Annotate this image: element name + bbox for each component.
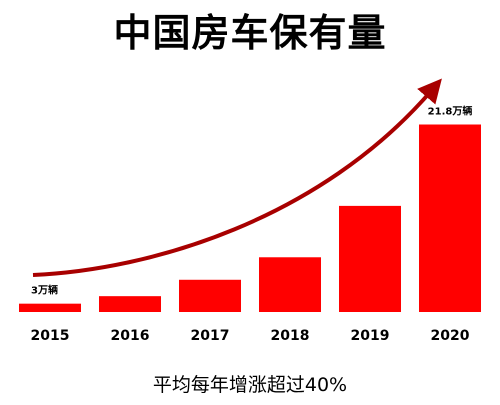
x-tick-label: 2019 — [351, 328, 390, 344]
trend-arrow — [32, 78, 442, 277]
chart-subtitle: 平均每年增涨超过40% — [152, 374, 348, 396]
x-tick-label: 2017 — [191, 328, 230, 344]
bar-2016 — [99, 296, 161, 312]
bar-2017 — [179, 279, 241, 312]
bar-2019 — [339, 205, 401, 312]
data-label-2020: 21.8万辆 — [428, 105, 473, 118]
chart-title: 中国房车保有量 — [113, 11, 387, 55]
bar-2018 — [259, 257, 321, 312]
bar-2020 — [419, 124, 481, 312]
bar-2015 — [19, 303, 81, 312]
x-tick-label: 2016 — [111, 328, 150, 344]
x-tick-label: 2020 — [431, 328, 470, 344]
data-label-2015: 3万辆 — [31, 284, 58, 297]
x-tick-label: 2018 — [271, 328, 310, 344]
x-tick-label: 2015 — [31, 328, 70, 344]
